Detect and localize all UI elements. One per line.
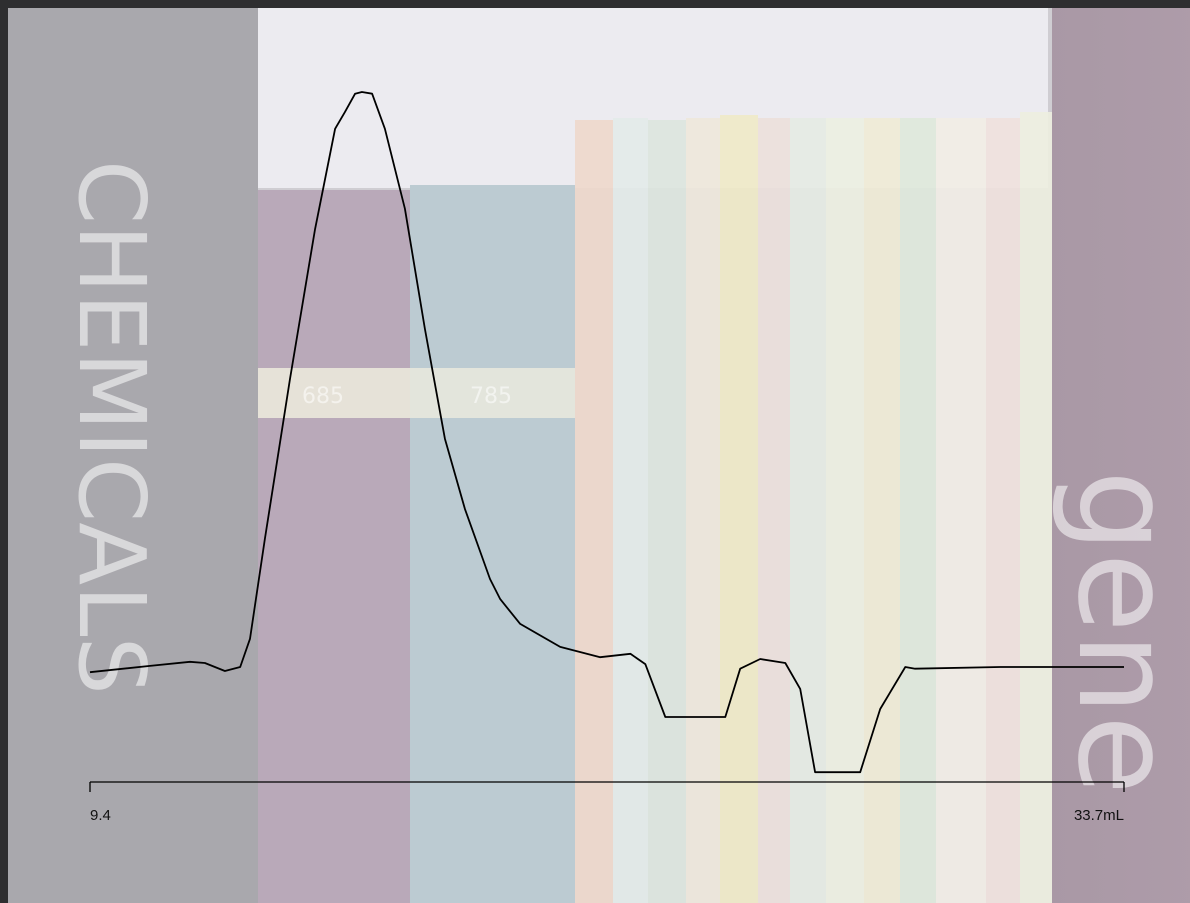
bg-label — [410, 368, 575, 418]
bg-spine — [826, 118, 864, 903]
bg-text: CHEMICALS — [58, 160, 165, 695]
x-tick-label: 33.7mL — [1074, 807, 1124, 824]
x-tick-label: 9.4 — [90, 807, 111, 824]
bg-book — [410, 185, 575, 903]
plot: 9.4 33.7mL — [89, 91, 1125, 824]
bg-shade — [1052, 8, 1190, 903]
bg-book — [258, 190, 410, 903]
trace-line — [89, 91, 1124, 774]
bg-spine — [758, 118, 790, 903]
bg-text: gene — [1049, 470, 1190, 795]
bg-spine — [790, 118, 826, 903]
bg-text: 785 — [470, 384, 512, 409]
bg-text: 685 — [302, 384, 344, 409]
bg-spine — [864, 118, 900, 903]
bg-spine — [720, 115, 758, 903]
bg-spine — [613, 118, 648, 903]
bg-spine — [575, 120, 613, 903]
bg-spines — [575, 112, 1052, 903]
bg-spine — [986, 118, 1020, 903]
bg-spine — [1020, 112, 1052, 903]
bg-spine — [686, 118, 720, 903]
bg-spine — [900, 118, 936, 903]
bg-spine — [648, 120, 686, 903]
bg-label — [258, 368, 410, 418]
bg-spine — [936, 118, 986, 903]
bg-left-book — [8, 8, 258, 903]
